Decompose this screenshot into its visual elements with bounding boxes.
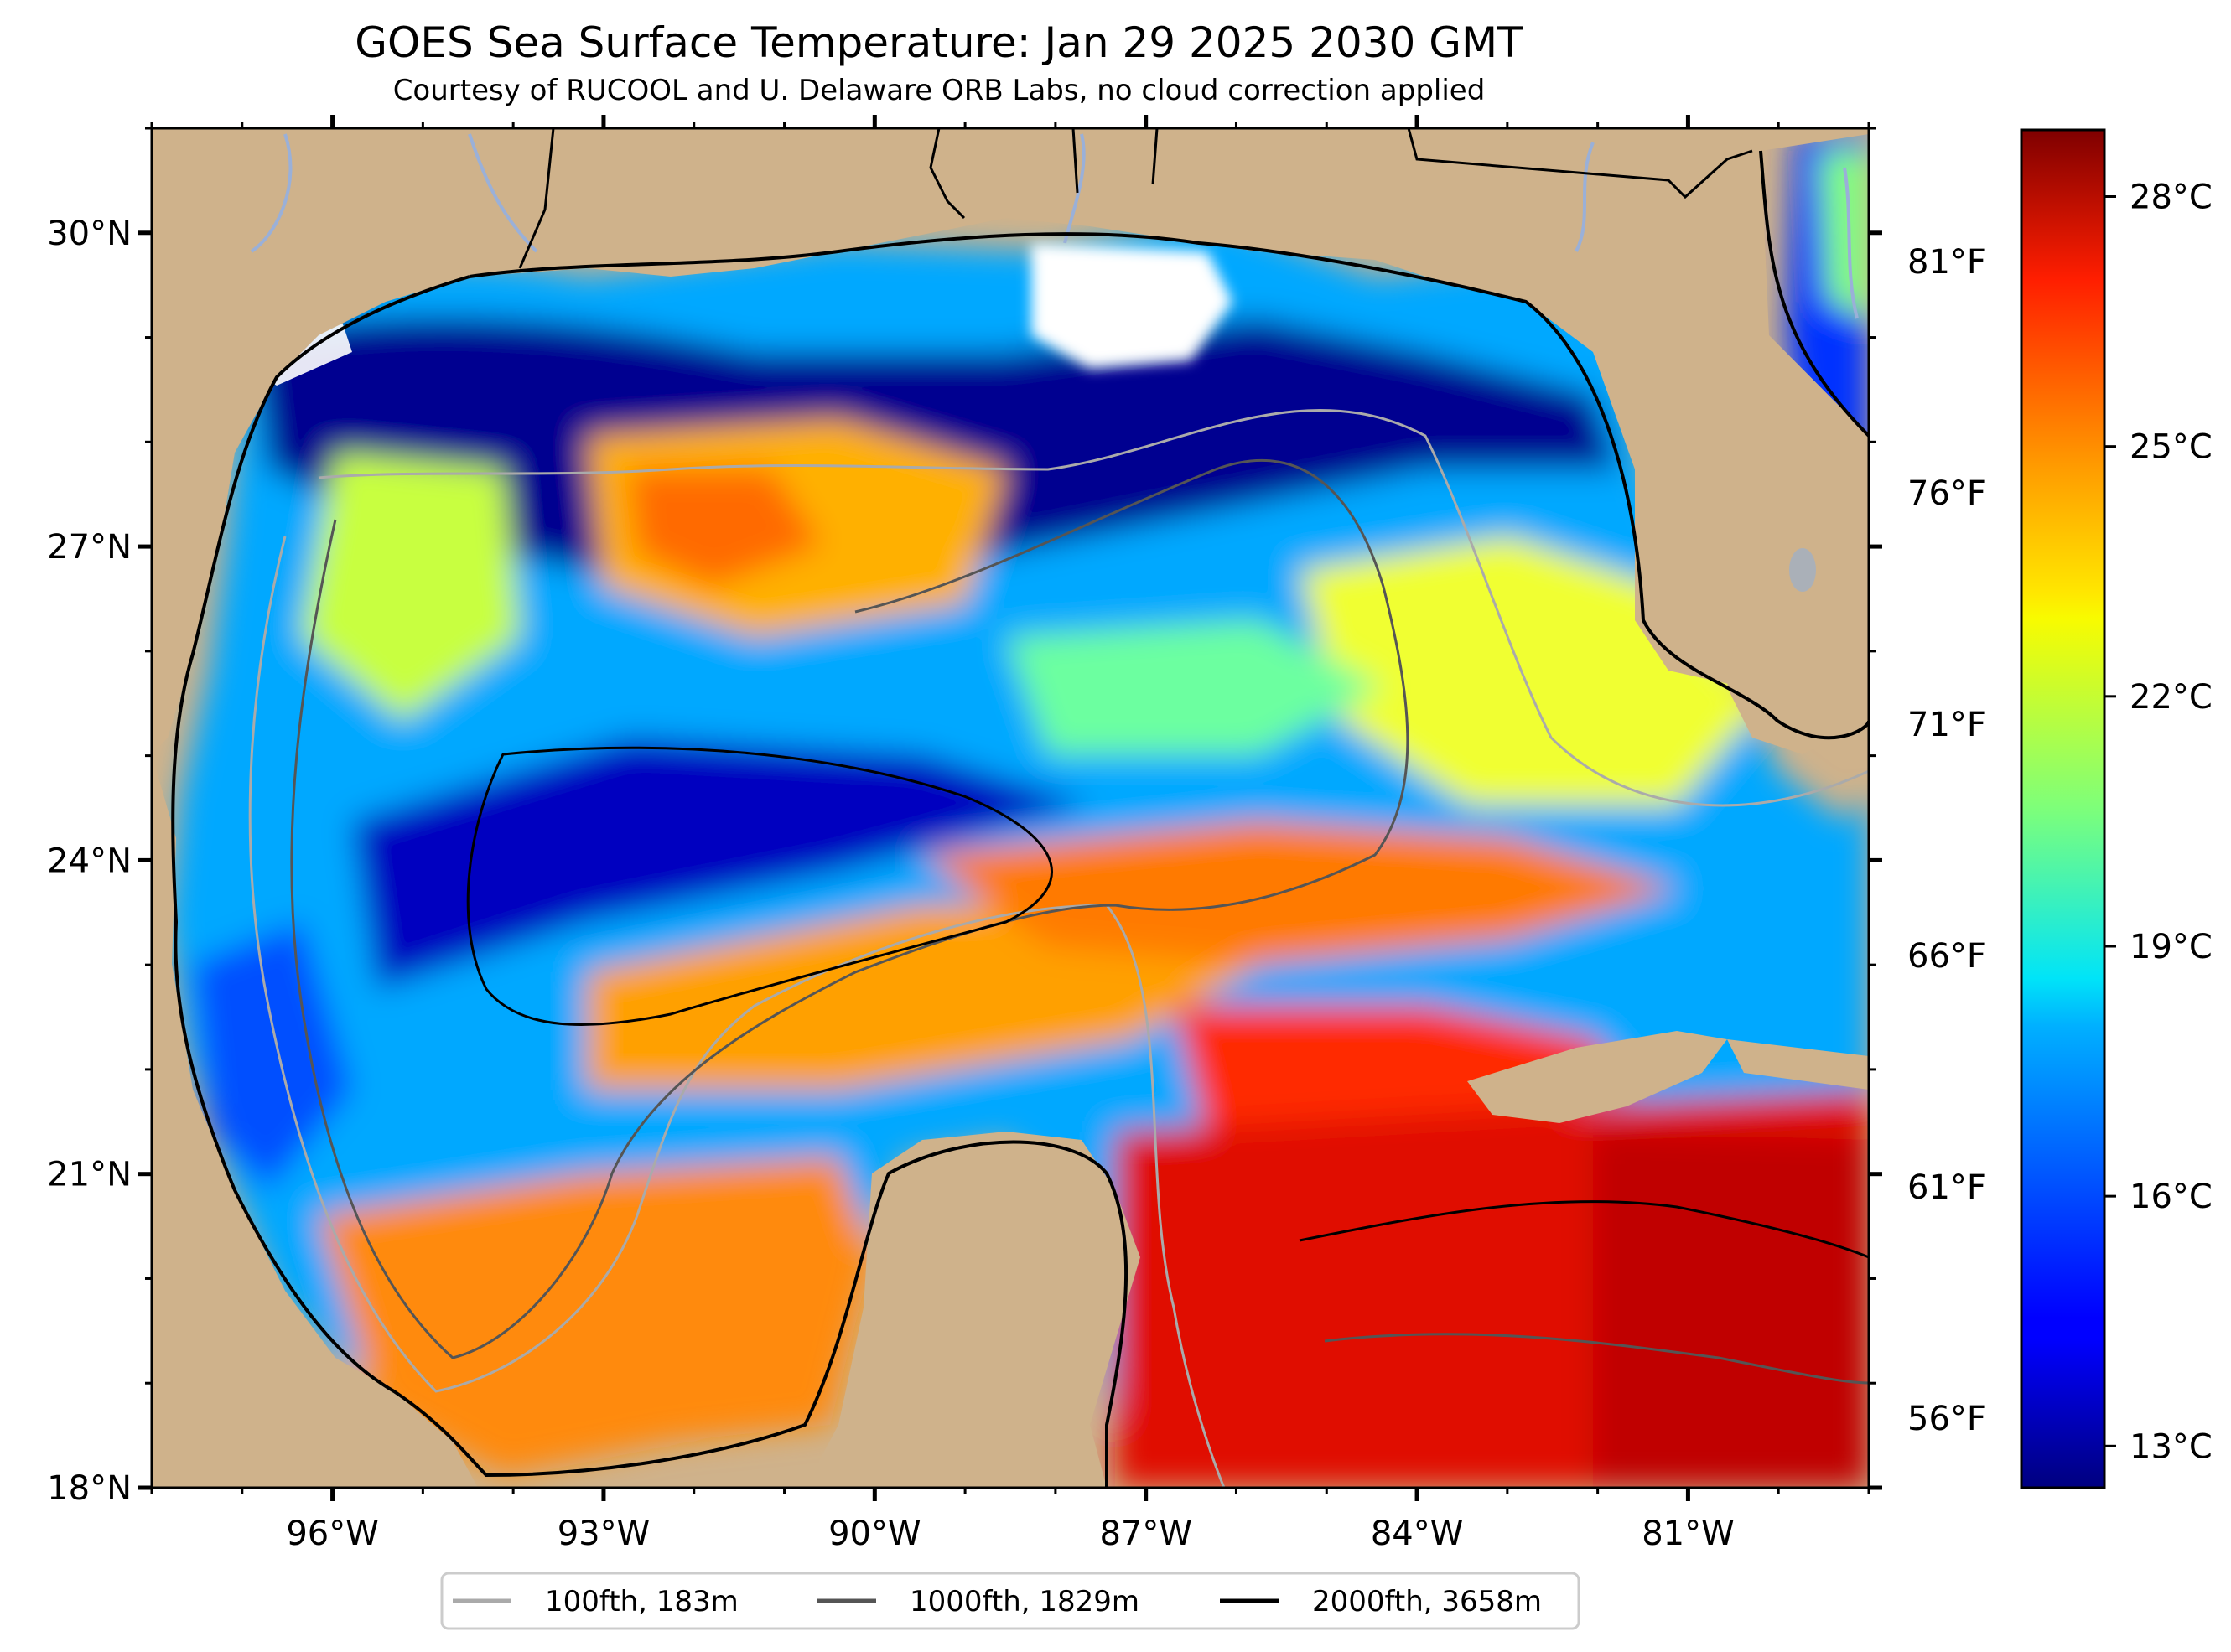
map-area bbox=[152, 128, 1869, 1488]
cloud-patch bbox=[1031, 243, 1232, 369]
rivers bbox=[250, 133, 1859, 319]
fahrenheit-tick-label: 71°F bbox=[1907, 706, 1986, 744]
isobath-legend: 100fth, 183m 1000fth, 1829m 2000fth, 3658m bbox=[440, 1572, 1580, 1630]
land-masses bbox=[152, 128, 1869, 1488]
fahrenheit-tick-label: 61°F bbox=[1907, 1168, 1986, 1207]
isobath-1000fth bbox=[290, 459, 1409, 1359]
state-boundaries bbox=[518, 128, 1753, 269]
lat-tick-label: 18°N bbox=[47, 1469, 132, 1508]
sst-field bbox=[168, 134, 1869, 1488]
isobath-2000fth bbox=[1299, 1200, 1869, 1259]
legend-label: 100fth, 183m bbox=[545, 1585, 739, 1618]
lake-okeechobee bbox=[1789, 548, 1816, 592]
isobath-2000fth bbox=[466, 746, 1053, 1026]
celsius-tick-label: 13°C bbox=[2130, 1427, 2213, 1466]
isobath-100fth bbox=[318, 409, 1869, 807]
celsius-tick-label: 22°C bbox=[2130, 678, 2213, 717]
isobaths bbox=[248, 409, 1869, 1488]
fahrenheit-tick-label: 81°F bbox=[1907, 243, 1986, 282]
fahrenheit-tick-label: 56°F bbox=[1907, 1400, 1986, 1438]
legend-label: 1000fth, 1829m bbox=[910, 1585, 1139, 1618]
legend-box bbox=[440, 1572, 1580, 1630]
legend-label: 2000fth, 3658m bbox=[1312, 1585, 1542, 1618]
lat-tick-label: 21°N bbox=[47, 1156, 132, 1194]
lon-tick-label: 90°W bbox=[828, 1515, 921, 1553]
lat-tick-label: 27°N bbox=[47, 528, 132, 567]
fahrenheit-tick-label: 76°F bbox=[1907, 474, 1986, 513]
celsius-axis: 13°C 16°C 19°C 22°C 25°C 28°C bbox=[2104, 179, 2213, 1466]
longitude-axis: 96°W 93°W 90°W 87°W 84°W 81°W bbox=[150, 115, 1870, 1553]
isobath-1000fth bbox=[1324, 1333, 1869, 1385]
colorbar: 13°C 16°C 19°C 22°C 25°C 28°C bbox=[2020, 128, 2213, 1489]
isobath-100fth bbox=[248, 536, 1226, 1488]
fahrenheit-tick-label: 66°F bbox=[1907, 937, 1986, 976]
lon-tick-label: 81°W bbox=[1642, 1515, 1734, 1553]
celsius-tick-label: 25°C bbox=[2130, 428, 2213, 467]
lon-tick-label: 87°W bbox=[1099, 1515, 1191, 1553]
lat-tick-label: 24°N bbox=[47, 842, 132, 880]
lon-tick-label: 96°W bbox=[286, 1515, 378, 1553]
fahrenheit-axis: 56°F 61°F 66°F 71°F 76°F 81°F bbox=[1907, 243, 1986, 1438]
celsius-tick-label: 28°C bbox=[2130, 179, 2213, 217]
map-frame bbox=[150, 127, 1870, 1489]
celsius-tick-label: 19°C bbox=[2130, 928, 2213, 966]
figure-subtitle: Courtesy of RUCOOL and U. Delaware ORB L… bbox=[392, 74, 1486, 107]
lon-tick-label: 84°W bbox=[1371, 1515, 1463, 1553]
coastline bbox=[171, 150, 1869, 1488]
colorbar-gradient bbox=[2020, 128, 2106, 1489]
lat-tick-label: 30°N bbox=[47, 215, 132, 253]
figure-title: GOES Sea Surface Temperature: Jan 29 202… bbox=[355, 18, 1523, 67]
latitude-axis: 18°N 21°N 24°N 27°N 30°N bbox=[47, 127, 1882, 1508]
celsius-tick-label: 16°C bbox=[2130, 1178, 2213, 1216]
lon-tick-label: 93°W bbox=[558, 1515, 650, 1553]
